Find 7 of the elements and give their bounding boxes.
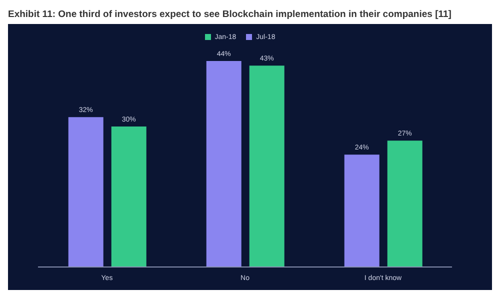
bar [249,66,284,267]
bar [344,154,380,267]
bar [206,61,242,267]
bar [68,117,104,267]
bar [387,140,422,267]
bar [111,126,146,267]
chart-title: Exhibit 11: One third of investors expect to see Blockchain implementation in their companies [11] [8,8,452,22]
